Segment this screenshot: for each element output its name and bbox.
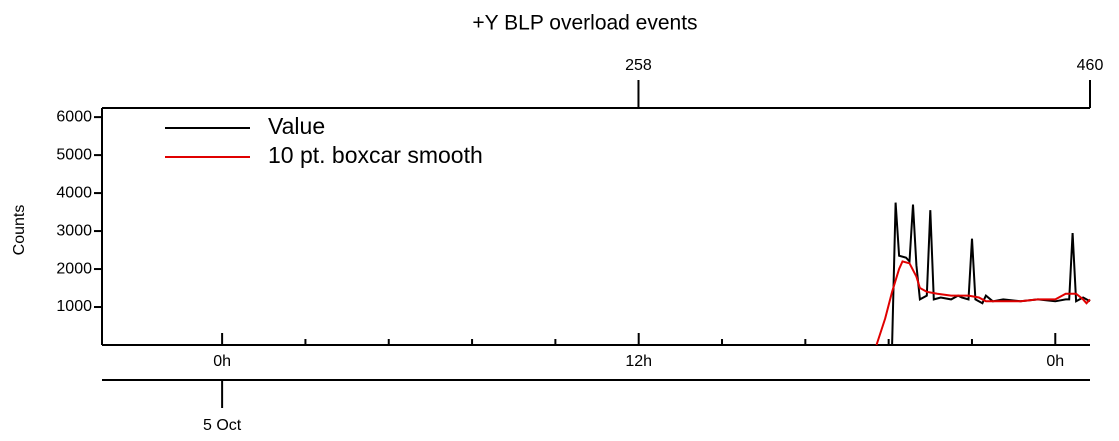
y-axis-label: Counts — [11, 205, 28, 256]
legend-label: 10 pt. boxcar smooth — [268, 142, 483, 168]
y-tick-label: 3000 — [56, 222, 92, 239]
chart-title: +Y BLP overload events — [472, 12, 697, 35]
y-tick-label: 5000 — [56, 146, 92, 163]
x2-tick-label: 258 — [625, 57, 652, 74]
x2-tick-label: 460 — [1077, 57, 1104, 74]
legend-label: Value — [268, 113, 325, 139]
x-tick-label: 0h — [213, 353, 231, 370]
data-line — [875, 260, 1091, 346]
data-line — [891, 202, 1091, 346]
date-tick-label: 5 Oct — [203, 417, 242, 434]
y-tick-label: 2000 — [56, 260, 92, 277]
y-tick-label: 1000 — [56, 298, 92, 315]
x-tick-label: 12h — [625, 353, 652, 370]
y-tick-label: 4000 — [56, 184, 92, 201]
y-tick-label: 6000 — [56, 108, 92, 125]
x-tick-label: 0h — [1046, 353, 1064, 370]
